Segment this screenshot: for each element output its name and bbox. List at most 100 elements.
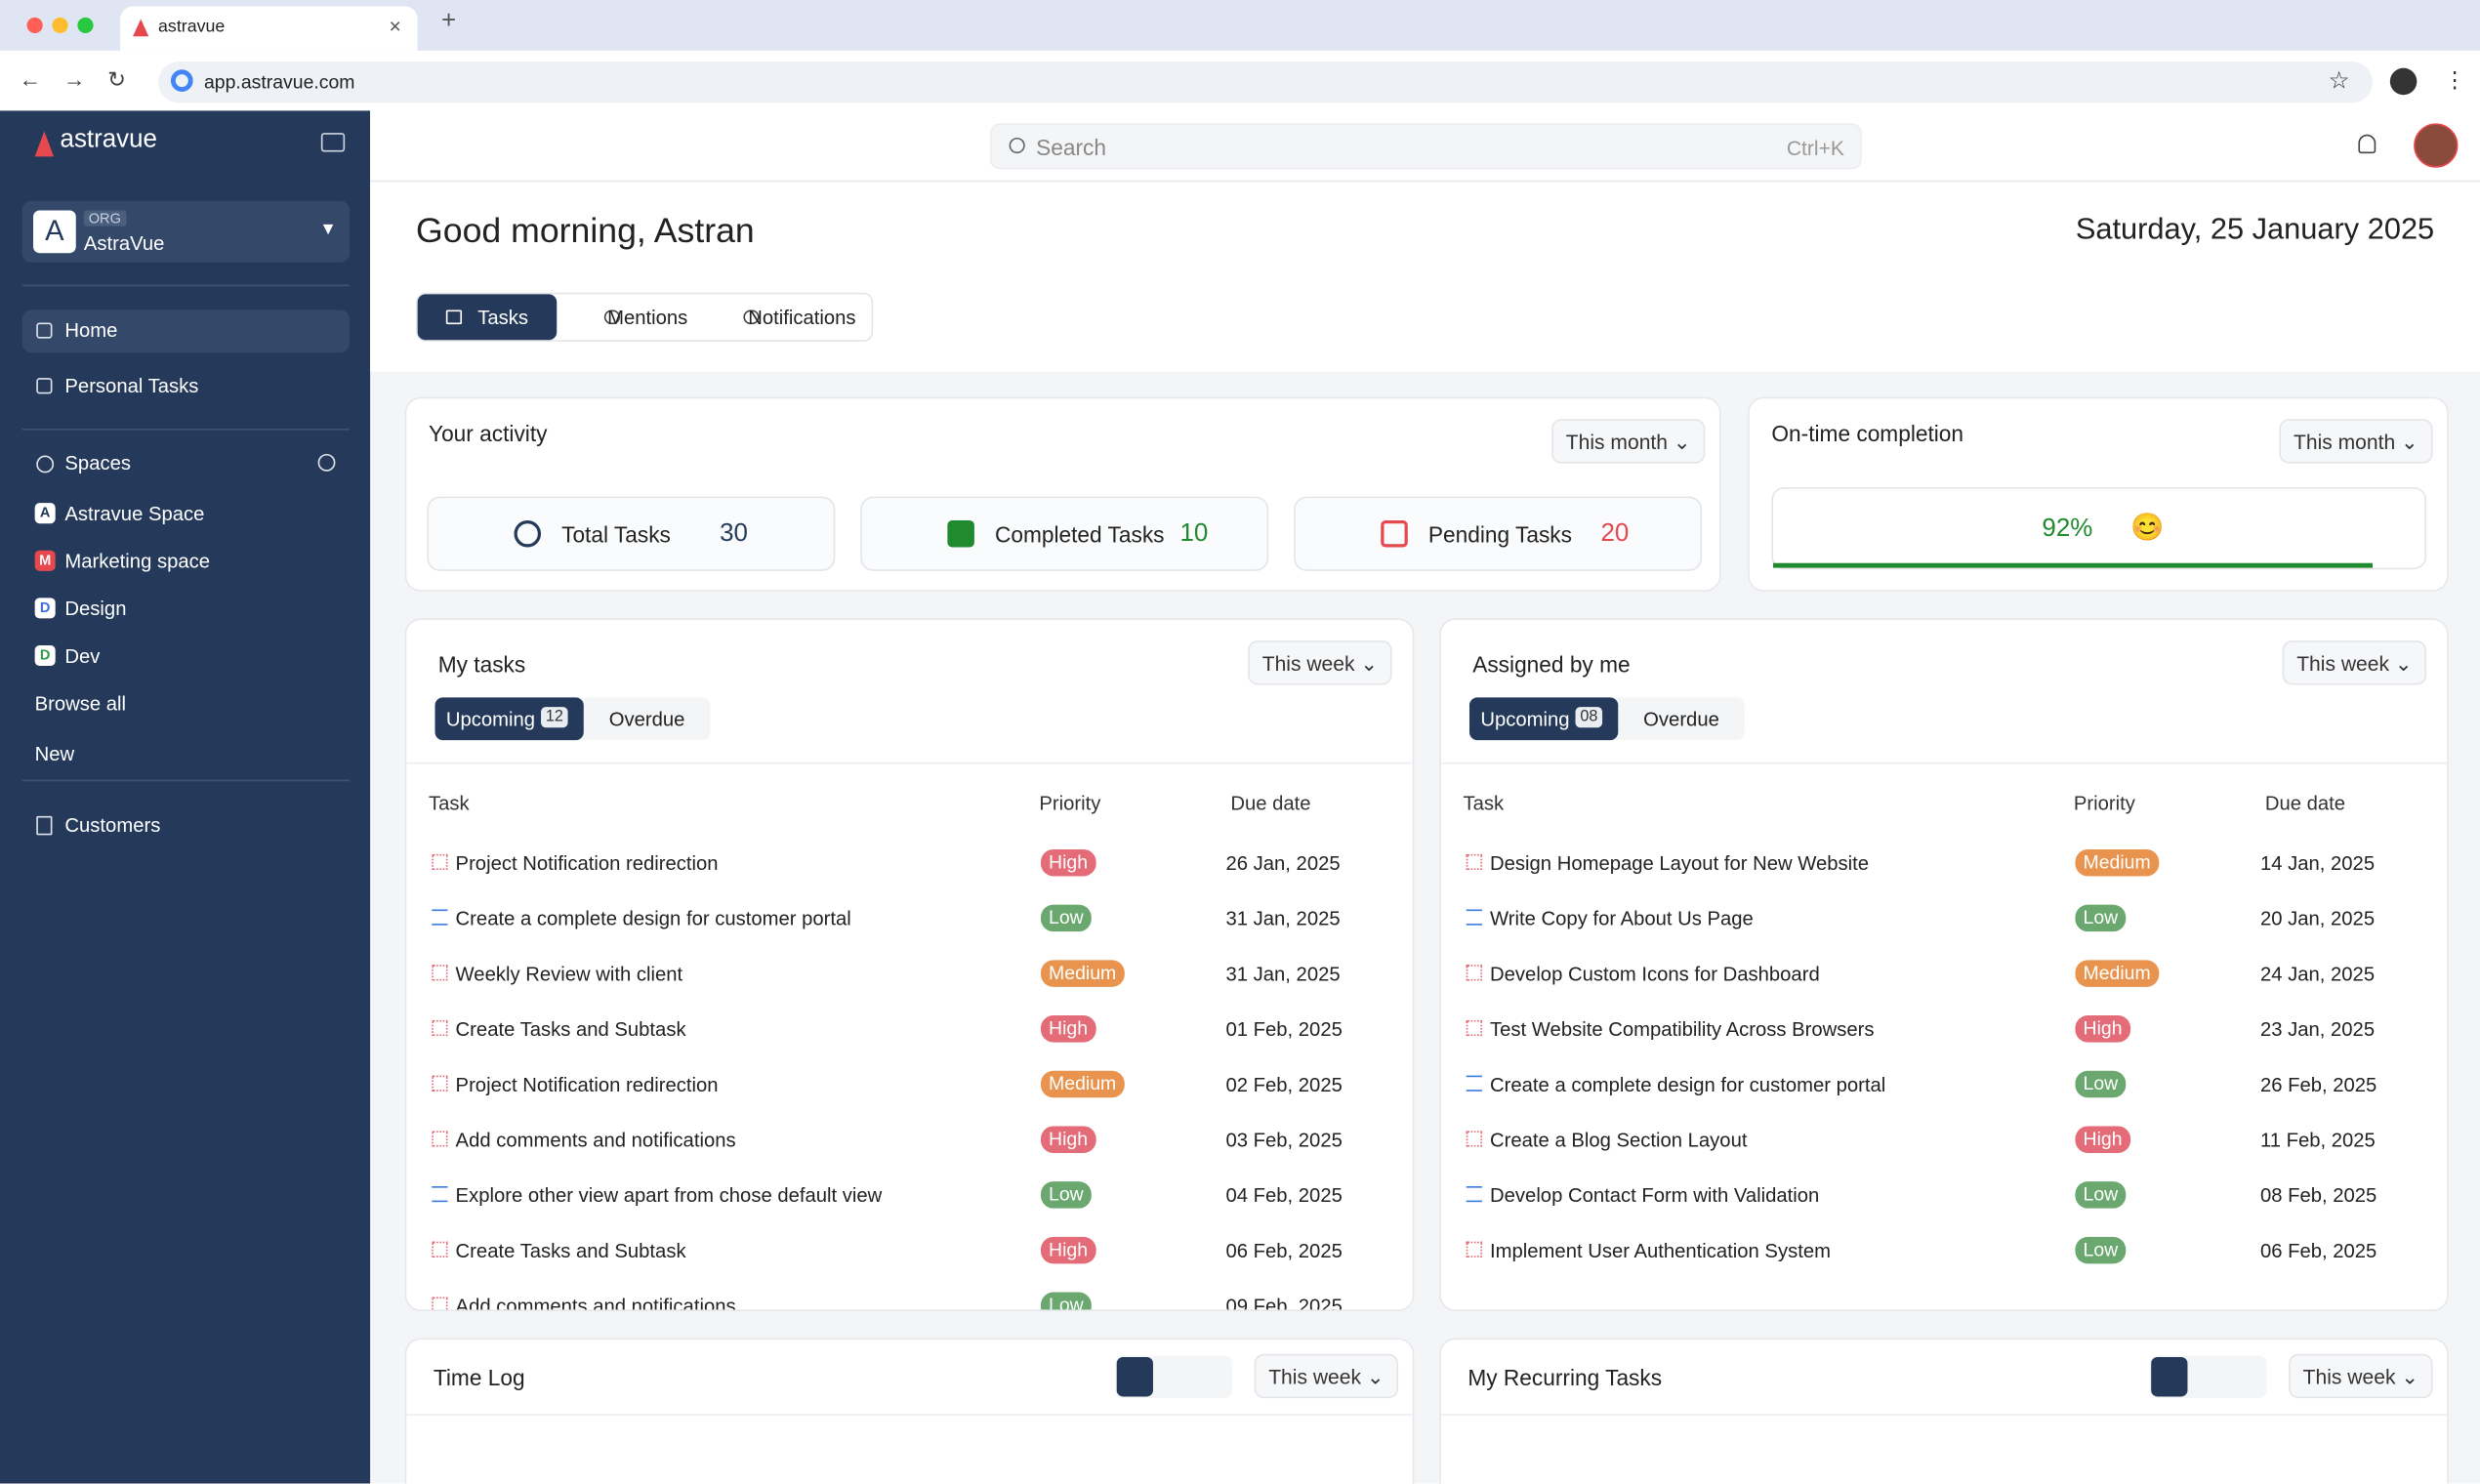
task-icon (1466, 1186, 1482, 1203)
progress-bar (1773, 562, 2374, 568)
task-row[interactable]: Create a complete design for customer po… (1441, 1068, 2447, 1103)
filter-button[interactable]: This month ⌄ (1551, 419, 1706, 464)
bell[interactable] (2358, 134, 2377, 154)
nav-icon (36, 322, 53, 339)
segment-tab[interactable]: Upcoming 12 (434, 697, 584, 741)
view-option[interactable] (1116, 1356, 1153, 1397)
task-row[interactable]: Create Tasks and Subtask High 06 Feb, 2025 (406, 1234, 1412, 1269)
task-row[interactable]: Project Notification redirection High 26 J… (406, 846, 1412, 882)
browse-all[interactable]: Browse all (34, 692, 127, 716)
task-icon (432, 909, 448, 926)
task-row[interactable]: Write Copy for About Us Page Low 20 Jan, 2… (1441, 901, 2447, 936)
space-item[interactable]: M Marketing space (22, 544, 350, 579)
segment-tab[interactable]: Overdue (1622, 697, 1745, 740)
activity-card: Your activity This month ⌄ Total Tasks 30 Co… (404, 396, 1721, 592)
progress-box: 92% 😊 (1771, 486, 2427, 570)
task-name: Create Tasks and Subtask (455, 1018, 686, 1041)
segment-tab[interactable]: Overdue (587, 697, 710, 740)
menu[interactable]: ⋮ (2443, 66, 2466, 92)
org-switcher[interactable]: A ORG AstraVue ▼ (21, 200, 351, 263)
url-bar[interactable]: app.astravue.com (158, 62, 2373, 103)
task-icon (1466, 1131, 1482, 1147)
collapse-icon[interactable] (320, 133, 346, 152)
filter-button[interactable]: This week ⌄ (1248, 640, 1392, 685)
task-row[interactable]: Create a Blog Section Layout High 11 Feb, … (1441, 1123, 2447, 1158)
new-item[interactable]: New (34, 743, 75, 766)
task-row[interactable]: Develop Contact Form with Validation Low 0… (1441, 1178, 2447, 1214)
card-title: Assigned by me (1472, 651, 1631, 678)
segment-tab[interactable]: Upcoming 08 (1468, 697, 1619, 741)
due-date: 06 Feb, 2025 (1225, 1240, 1343, 1262)
due-date: 31 Jan, 2025 (1225, 963, 1341, 986)
priority-badge: Medium (2075, 960, 2159, 987)
stat-label: Pending Tasks (1427, 521, 1572, 548)
task-row[interactable]: Create a complete design for customer po… (406, 901, 1412, 936)
view-option[interactable] (2151, 1356, 2188, 1397)
spaces-icon (36, 455, 55, 474)
task-row[interactable]: Project Notification redirection Medium 02… (406, 1068, 1412, 1103)
task-row[interactable]: Design Homepage Layout for New Website Me… (1441, 846, 2447, 882)
segment-label: Upcoming (1480, 708, 1570, 731)
task-name: Explore other view apart from chose defa… (455, 1184, 883, 1208)
task-icon (1466, 1019, 1482, 1037)
nav-label: Personal Tasks (64, 374, 199, 397)
brand-name: astravue (60, 126, 157, 154)
spaces-search[interactable] (317, 453, 336, 472)
tab-close[interactable]: × (389, 14, 401, 38)
task-row[interactable]: Develop Custom Icons for Dashboard Medium… (1441, 957, 2447, 992)
tab-logo (133, 19, 149, 37)
task-icon (1466, 909, 1482, 926)
filter-button[interactable]: This week ⌄ (2289, 1353, 2433, 1399)
priority-badge: Low (1040, 1181, 1092, 1209)
task-row[interactable]: Implement User Authentication System Low 0… (1441, 1234, 2447, 1269)
view-option[interactable] (1155, 1357, 1191, 1397)
segment-label: Overdue (1643, 708, 1719, 731)
avatar[interactable] (2414, 123, 2459, 168)
space-name: Astravue Space (64, 503, 205, 525)
priority-badge: High (1040, 1236, 1096, 1264)
profile[interactable] (2389, 67, 2418, 96)
space-item[interactable]: A Astravue Space (22, 497, 350, 532)
customers[interactable]: Customers (64, 814, 161, 837)
window-dot (77, 17, 94, 34)
space-item[interactable]: D Design (22, 592, 350, 627)
segment-label: Overdue (608, 708, 685, 731)
space-item[interactable]: D Dev (22, 639, 350, 674)
nav-item[interactable]: Personal Tasks (22, 365, 350, 408)
task-row[interactable]: Test Website Compatibility Across Browse… (1441, 1012, 2447, 1048)
column-header: Task (1463, 792, 1505, 815)
view-tab[interactable]: Notifications (715, 294, 873, 340)
task-name: Write Copy for About Us Page (1490, 907, 1754, 930)
view-option[interactable] (2227, 1357, 2263, 1397)
divider (406, 1414, 1413, 1416)
divider (406, 762, 1413, 764)
search-shortcut: Ctrl+K (1786, 136, 1844, 160)
view-option[interactable] (2189, 1357, 2225, 1397)
task-row[interactable]: Weekly Review with client Medium 31 Jan, 2… (406, 957, 1412, 992)
priority-badge: Low (1040, 904, 1092, 932)
customers-icon (36, 815, 53, 836)
filter-button[interactable]: This month ⌄ (2279, 419, 2433, 464)
task-row[interactable]: Explore other view apart from chose defa… (406, 1178, 1412, 1214)
star[interactable]: ☆ (2328, 67, 2350, 96)
view-tab[interactable]: Mentions (576, 294, 716, 340)
browser-tab[interactable]: astravue × (120, 6, 418, 51)
task-row[interactable]: Add comments and notifications High 03 Feb… (406, 1123, 1412, 1158)
stat-value: 10 (1179, 519, 1209, 548)
nav-item[interactable]: Home (21, 309, 351, 353)
separator (21, 429, 351, 431)
stat-icon (514, 519, 542, 548)
view-option[interactable] (1192, 1357, 1228, 1397)
filter-button[interactable]: This week ⌄ (1254, 1353, 1399, 1399)
due-date: 02 Feb, 2025 (1225, 1073, 1343, 1096)
nav-buttons[interactable]: ←→↻ (19, 66, 148, 92)
search-box[interactable]: Search Ctrl+K (990, 123, 1862, 170)
task-row[interactable]: Add comments and notifications Low 09 Feb,… (406, 1289, 1412, 1311)
tab-icon (603, 309, 621, 325)
view-tab[interactable]: Tasks (417, 294, 558, 341)
task-name: Project Notification redirection (455, 1073, 719, 1096)
filter-button[interactable]: This week ⌄ (2282, 640, 2427, 685)
due-date: 09 Feb, 2025 (1225, 1295, 1343, 1311)
new-tab[interactable]: + (440, 8, 457, 35)
task-row[interactable]: Create Tasks and Subtask High 01 Feb, 2025 (406, 1012, 1412, 1048)
